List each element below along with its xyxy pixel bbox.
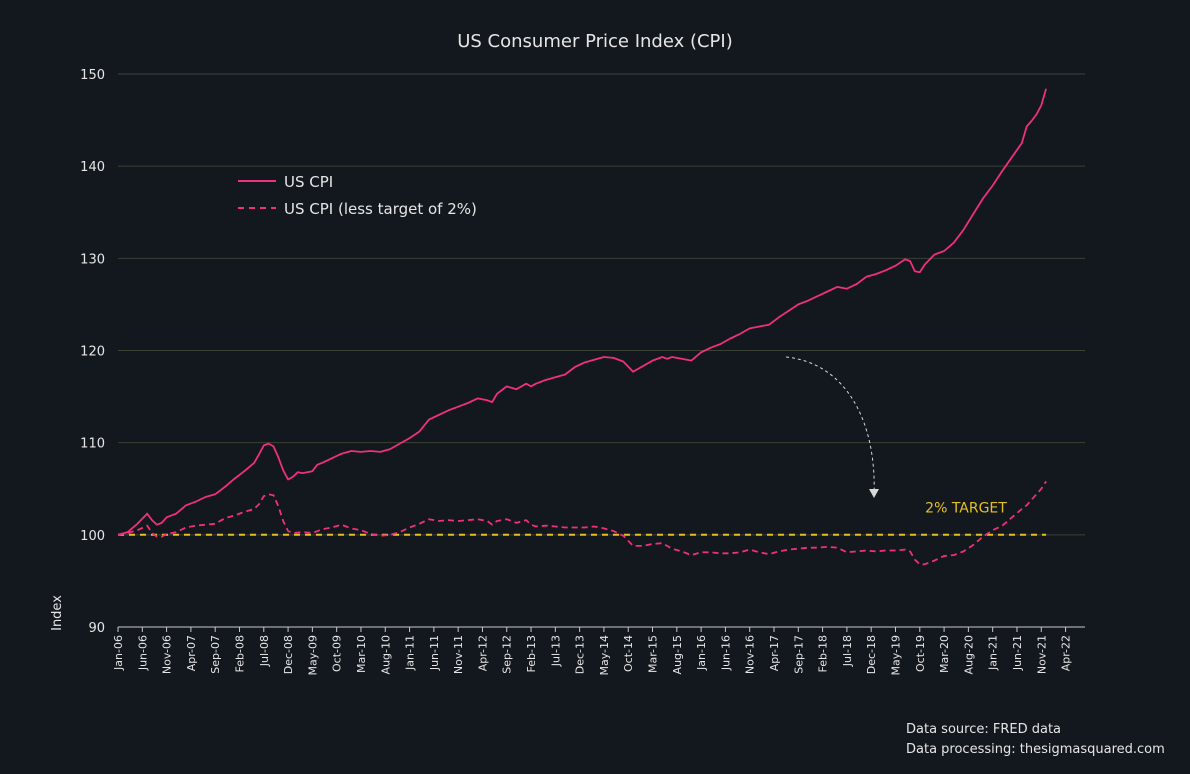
grid-lines (118, 73, 1085, 536)
x-tick-label: Feb-13 (525, 635, 538, 672)
series-line-us-cpi (117, 88, 1047, 536)
chart-title: US Consumer Price Index (CPI) (457, 31, 733, 52)
y-tick-label: 110 (80, 437, 105, 452)
x-tick-label: Dec-18 (865, 635, 878, 674)
x-tick-label: Feb-18 (817, 635, 830, 672)
x-axis: Jan-06 Jun-06 Nov-06 Apr-07 Sep-07 Feb-08 Jul-… (112, 626, 1085, 676)
x-tick-label: Jan-06 (112, 635, 125, 671)
x-tick-label: Nov-16 (744, 635, 757, 674)
legend-label: US CPI (284, 173, 333, 191)
series-line-us-cpi-less-target (117, 480, 1047, 566)
x-tick-label: Apr-07 (185, 635, 198, 671)
x-tick-label: Aug-15 (671, 635, 684, 674)
x-tick-label: Apr-22 (1060, 635, 1073, 671)
x-tick-label: Oct-14 (622, 635, 635, 672)
x-tick-label: Jul-13 (549, 635, 562, 667)
y-tick-label: 150 (80, 68, 105, 83)
x-tick-label: Jan-16 (695, 635, 708, 671)
y-tick-label: 100 (80, 529, 105, 544)
annotation-group: 2% TARGET (785, 356, 1007, 516)
x-tick-label: Nov-21 (1035, 635, 1048, 674)
x-tick-label: Jun-06 (136, 635, 149, 671)
annotation-arrow (785, 356, 875, 497)
x-tick-label: Sep-07 (209, 635, 222, 674)
y-tick-label: 140 (80, 160, 105, 175)
x-tick-label: Feb-08 (233, 635, 246, 672)
source-note: Data source: FRED data Data processing: … (906, 720, 1165, 760)
x-tick-label: Apr-17 (768, 635, 781, 671)
data-processing-text: Data processing: thesigmasquared.com (906, 742, 1165, 757)
x-tick-label: Jun-16 (719, 635, 732, 671)
y-axis-ticks: 90 100 110 120 130 140 150 (80, 68, 105, 636)
x-tick-label: May-19 (889, 635, 902, 676)
x-tick-label: Sep-17 (792, 635, 805, 674)
y-tick-label: 130 (80, 252, 105, 267)
x-tick-label: Dec-13 (574, 635, 587, 674)
x-tick-label: Apr-12 (476, 635, 489, 671)
x-tick-label: Mar-15 (647, 635, 660, 673)
x-tick-label: Jan-11 (404, 635, 417, 671)
x-tick-label: Oct-09 (331, 635, 344, 672)
x-tick-label: Dec-08 (282, 635, 295, 674)
y-tick-label: 120 (80, 345, 105, 360)
x-tick-label: May-14 (598, 635, 611, 676)
x-tick-label: Aug-10 (379, 635, 392, 674)
target-annotation-label: 2% TARGET (925, 500, 1007, 516)
x-tick-label: Jul-08 (258, 635, 271, 667)
x-tick-label: Nov-06 (161, 635, 174, 674)
x-tick-label: Jun-21 (1011, 635, 1024, 671)
annotation-arrow-head (869, 489, 879, 498)
y-axis-label: Index (50, 595, 65, 631)
x-tick-label: Sep-12 (501, 635, 514, 674)
x-tick-label: Mar-10 (355, 635, 368, 673)
x-tick-label: Aug-20 (962, 635, 975, 674)
x-tick-label: May-09 (306, 635, 319, 676)
legend-label: US CPI (less target of 2%) (284, 200, 477, 218)
legend: US CPI US CPI (less target of 2%) (238, 173, 477, 218)
series-group (117, 88, 1047, 566)
x-tick-label: Oct-19 (914, 635, 927, 672)
x-tick-label: Jun-11 (428, 635, 441, 671)
x-tick-label: Jan-21 (987, 635, 1000, 671)
y-tick-label: 90 (88, 621, 105, 636)
x-tick-label: Jul-18 (841, 635, 854, 667)
x-tick-label: Mar-20 (938, 635, 951, 673)
data-source-text: Data source: FRED data (906, 722, 1062, 737)
x-tick-label: Nov-11 (452, 635, 465, 674)
